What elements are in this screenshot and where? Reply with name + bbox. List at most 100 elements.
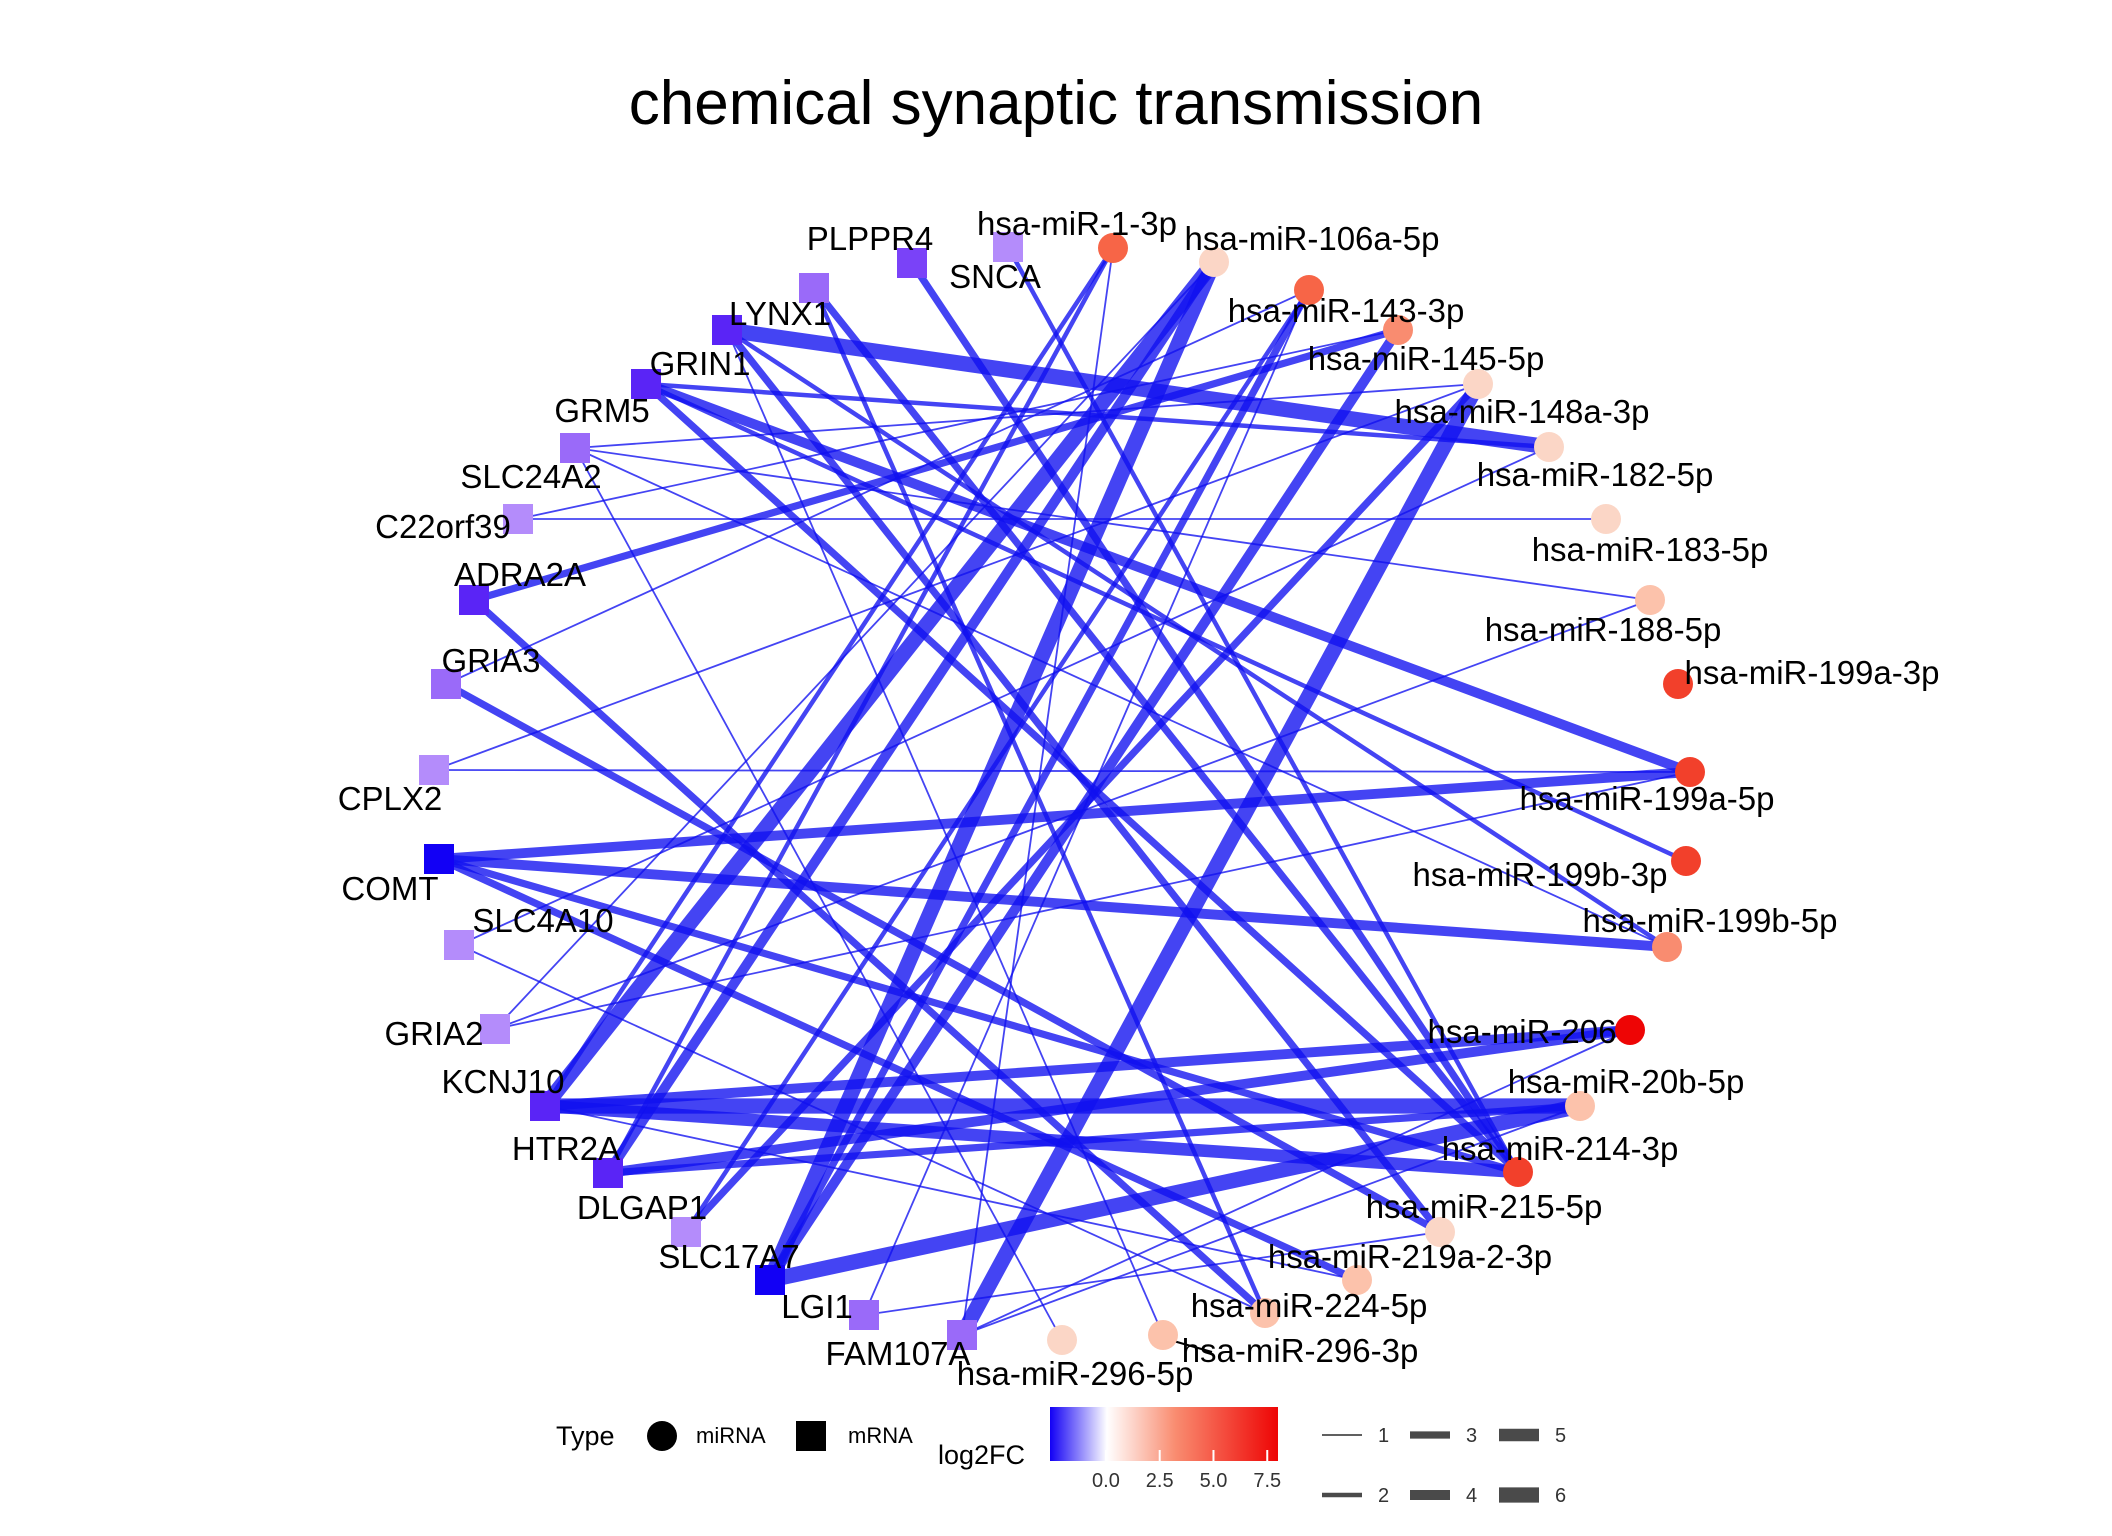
node-label-hsa-mir-199b-5p: hsa-miR-199b-5p	[1583, 902, 1838, 939]
node-mrna-cplx2[interactable]	[419, 755, 449, 785]
node-mrna-slc4a10[interactable]	[444, 930, 474, 960]
edge-adra2a-hsa-mir-145-5p	[472, 326, 1400, 604]
node-mrna-grm5[interactable]	[631, 369, 661, 399]
edge-hsa-mir-296-3p-grin1	[726, 329, 1164, 1336]
node-label-slc4a10: SLC4A10	[472, 902, 613, 939]
node-label-lgi1: LGI1	[781, 1288, 853, 1325]
node-mirna-hsa-mir-182-5p[interactable]	[1534, 432, 1564, 462]
edge-grm5-hsa-mir-199a-5p	[644, 379, 1692, 777]
edge-lynx1-hsa-mir-224-5p	[811, 287, 1268, 1314]
node-mirna-hsa-mir-219a-2-3p[interactable]	[1342, 1265, 1372, 1295]
legend-mrna-label: mRNA	[848, 1423, 913, 1448]
node-mirna-hsa-mir-145-5p[interactable]	[1383, 315, 1413, 345]
node-mrna-slc24a2[interactable]	[560, 433, 590, 463]
node-mrna-fam107a[interactable]	[947, 1320, 977, 1350]
node-mrna-grin1[interactable]	[712, 315, 742, 345]
node-label-slc17a7: SLC17A7	[658, 1238, 799, 1275]
node-mrna-lynx1[interactable]	[799, 273, 829, 303]
legend-type-title: Type	[556, 1421, 615, 1451]
legend-mrna-square	[796, 1421, 826, 1451]
node-label-hsa-mir-296-3p: hsa-miR-296-3p	[1182, 1332, 1419, 1369]
node-mirna-hsa-mir-224-5p[interactable]	[1250, 1298, 1280, 1328]
edge-comt-hsa-mir-199a-5p	[438, 767, 1691, 864]
node-mirna-hsa-mir-206[interactable]	[1615, 1015, 1645, 1045]
node-label-hsa-mir-224-5p: hsa-miR-224-5p	[1191, 1287, 1428, 1324]
legend-mirna-circle	[647, 1421, 677, 1451]
node-mrna-lgi1[interactable]	[849, 1300, 879, 1330]
edge-hsa-mir-296-5p-slc24a2	[574, 447, 1063, 1341]
node-label-plppr4: PLPPR4	[807, 220, 934, 257]
node-mirna-hsa-mir-199b-3p[interactable]	[1671, 846, 1701, 876]
node-label-hsa-mir-215-5p: hsa-miR-215-5p	[1366, 1188, 1603, 1225]
edge-cplx2-hsa-mir-199a-5p	[433, 769, 1691, 773]
node-mrna-gria3[interactable]	[431, 669, 461, 699]
node-label-hsa-mir-148a-3p: hsa-miR-148a-3p	[1395, 393, 1650, 430]
node-label-comt: COMT	[341, 870, 438, 907]
node-mirna-hsa-mir-148a-3p[interactable]	[1463, 369, 1493, 399]
node-label-hsa-mir-219a-2-3p: hsa-miR-219a-2-3p	[1268, 1238, 1552, 1275]
edge-comt-hsa-mir-219a-2-3p	[437, 855, 1359, 1284]
node-mirna-hsa-mir-296-5p[interactable]	[1047, 1325, 1077, 1355]
node-mirna-hsa-mir-296-3p[interactable]	[1148, 1320, 1178, 1350]
node-mirna-hsa-mir-199a-3p[interactable]	[1663, 669, 1693, 699]
node-label-kcnj10: KCNJ10	[442, 1063, 565, 1100]
edge-comt-hsa-mir-199b-5p	[438, 854, 1668, 952]
edge-slc17a7-hsa-mir-106a-5p	[762, 258, 1222, 1284]
node-label-cplx2: CPLX2	[338, 780, 443, 817]
node-mirna-hsa-mir-188-5p[interactable]	[1635, 585, 1665, 615]
node-mrna-adra2a[interactable]	[459, 585, 489, 615]
width-legend-label-1: 1	[1378, 1425, 1389, 1447]
node-mirna-hsa-mir-215-5p[interactable]	[1425, 1217, 1455, 1247]
edge-grin1-hsa-mir-182-5p	[725, 322, 1551, 455]
width-legend-label-4: 4	[1466, 1485, 1477, 1507]
edge-fam107a-hsa-mir-148a-3p	[955, 380, 1485, 1339]
node-mrna-c22orf39[interactable]	[503, 504, 533, 534]
colorbar-tick-label: 2.5	[1146, 1470, 1174, 1492]
colorbar-tick-label: 5.0	[1200, 1470, 1228, 1492]
legend-mirna-label: miRNA	[696, 1423, 766, 1448]
edge-slc17a7-hsa-mir-145-5p	[765, 327, 1403, 1283]
node-mrna-dlgap1[interactable]	[671, 1217, 701, 1247]
node-label-c22orf39: C22orf39	[375, 508, 511, 545]
node-mirna-hsa-mir-183-5p[interactable]	[1591, 504, 1621, 534]
node-label-hsa-mir-106a-5p: hsa-miR-106a-5p	[1185, 220, 1440, 257]
edge-htr2a-hsa-mir-20b-5p	[607, 1102, 1581, 1177]
edge-slc24a2-hsa-mir-188-5p	[574, 447, 1651, 601]
legend-colorbar-ticks: 0.0 2.5 5.0 7.5	[1092, 1450, 1281, 1492]
node-label-snca: SNCA	[949, 258, 1041, 295]
node-mirna-hsa-mir-199a-5p[interactable]	[1675, 757, 1705, 787]
edge-slc4a10-hsa-mir-182-5p	[458, 446, 1550, 946]
edge-htr2a-hsa-mir-106a-5p	[603, 259, 1219, 1176]
node-mrna-plppr4[interactable]	[897, 248, 927, 278]
node-mirna-hsa-mir-1-3p[interactable]	[1098, 233, 1128, 263]
legend-colorbar	[1050, 1407, 1278, 1461]
node-label-hsa-mir-182-5p: hsa-miR-182-5p	[1477, 456, 1714, 493]
node-label-fam107a: FAM107A	[826, 1335, 971, 1372]
node-mrna-gria2[interactable]	[480, 1014, 510, 1044]
node-mirna-hsa-mir-106a-5p[interactable]	[1199, 247, 1229, 277]
node-mirna-hsa-mir-20b-5p[interactable]	[1565, 1091, 1595, 1121]
width-legend-label-3: 3	[1466, 1425, 1477, 1447]
node-mrna-snca[interactable]	[993, 232, 1023, 262]
node-mrna-slc17a7[interactable]	[755, 1265, 785, 1295]
node-mrna-htr2a[interactable]	[593, 1158, 623, 1188]
width-legend-label-6: 6	[1555, 1485, 1566, 1507]
edge-lynx1-hsa-mir-214-3p	[811, 285, 1521, 1175]
node-mrna-kcnj10[interactable]	[530, 1091, 560, 1121]
node-mirna-hsa-mir-143-3p[interactable]	[1294, 275, 1324, 305]
node-label-gria2: GRIA2	[384, 1015, 483, 1052]
colorbar-tick-label: 0.0	[1092, 1470, 1120, 1492]
node-label-hsa-mir-214-3p: hsa-miR-214-3p	[1442, 1130, 1679, 1167]
edge-fam107a-hsa-mir-20b-5p	[961, 1105, 1581, 1336]
node-mirna-hsa-mir-214-3p[interactable]	[1503, 1157, 1533, 1187]
node-mrna-comt[interactable]	[424, 844, 454, 874]
edge-htr2a-hsa-mir-206	[607, 1025, 1631, 1178]
edge-gria2-hsa-mir-199a-5p	[494, 771, 1691, 1030]
edge-plppr4-hsa-mir-214-3p	[909, 261, 1521, 1174]
edge-hsa-mir-219a-2-3p-kcnj10	[544, 1105, 1358, 1281]
node-label-grm5: GRM5	[554, 392, 649, 429]
edge-c22orf39-hsa-mir-145-5p	[517, 329, 1399, 520]
node-mirna-hsa-mir-199b-5p[interactable]	[1652, 932, 1682, 962]
node-label-hsa-mir-199a-5p: hsa-miR-199a-5p	[1520, 780, 1775, 817]
